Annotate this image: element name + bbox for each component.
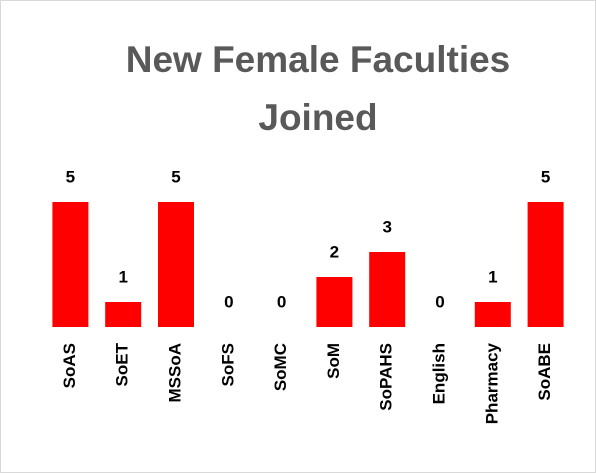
data-label: 2 [330, 242, 339, 261]
x-tick-label: SoFS [218, 343, 237, 386]
x-tick-label: English [429, 343, 448, 404]
x-tick-label: SoPAHS [377, 343, 396, 411]
bar [316, 277, 353, 327]
data-label: 5 [541, 167, 550, 186]
bar [158, 202, 194, 327]
chart-title: New Female Faculties Joined [126, 39, 511, 138]
x-tick-label: Pharmacy [482, 342, 501, 424]
x-tick-label: SoM [324, 343, 343, 379]
x-tick-label: SoABE [535, 343, 554, 401]
data-label: 1 [118, 267, 127, 286]
data-label: 5 [66, 167, 75, 186]
data-label: 0 [224, 292, 233, 311]
bar [474, 302, 511, 327]
x-tick-label: MSSoA [165, 343, 184, 403]
bar [52, 202, 89, 327]
bar [369, 252, 406, 327]
data-label: 1 [488, 267, 497, 286]
x-tick-label: SoAS [60, 343, 79, 388]
bar [527, 202, 564, 327]
x-tick-label: SoMC [271, 343, 290, 391]
data-label: 3 [382, 217, 391, 236]
x-tick-label: SoET [113, 342, 132, 386]
data-label: 0 [435, 292, 444, 311]
bar [105, 302, 142, 327]
data-label: 0 [277, 292, 286, 311]
data-label: 5 [171, 167, 180, 186]
